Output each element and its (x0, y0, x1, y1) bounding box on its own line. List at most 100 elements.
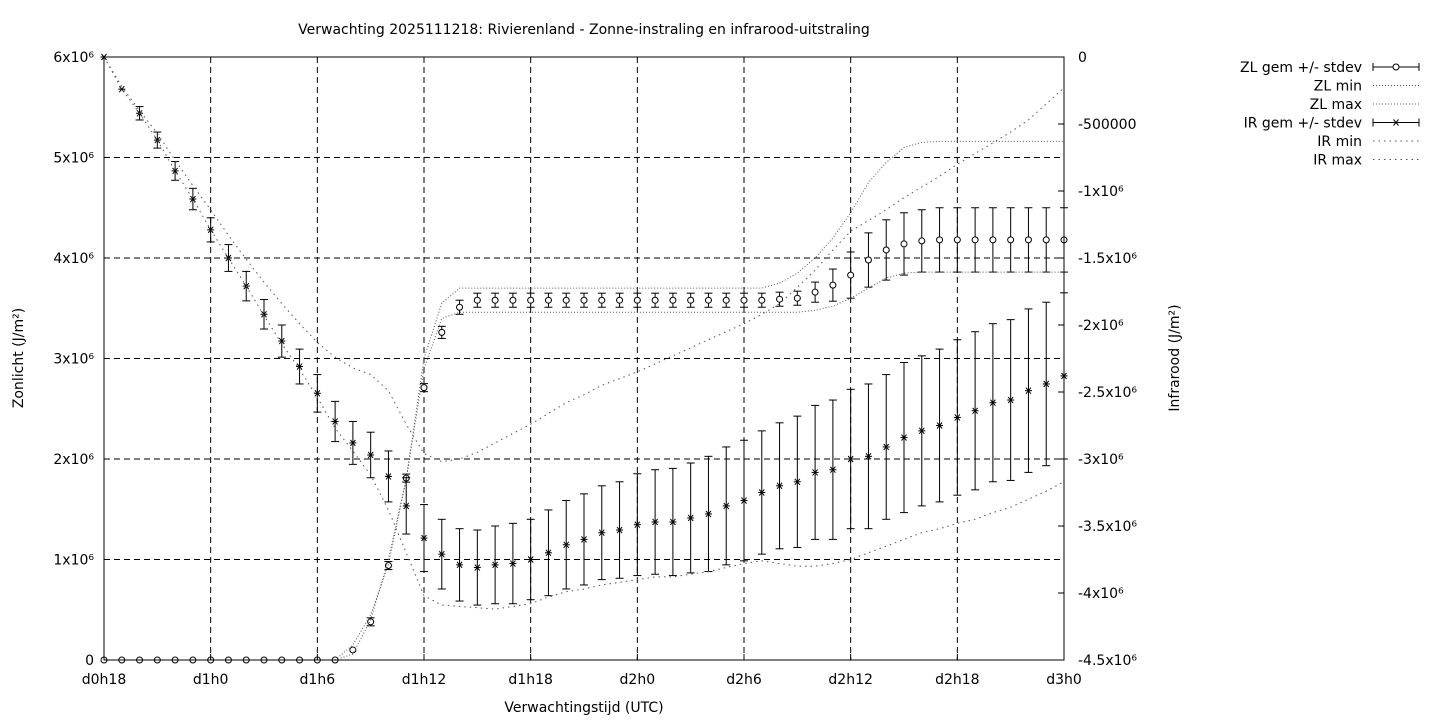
y-right-tick-label: -2x10⁶ (1078, 318, 1124, 334)
star-marker-stroke (207, 226, 214, 234)
y-right-tick-label: -3x10⁶ (1078, 452, 1124, 468)
data-point (704, 296, 712, 304)
star-marker-stroke (598, 529, 605, 537)
data-point (918, 237, 926, 245)
data-point (598, 296, 606, 304)
y-left-tick-label: 1x10⁶ (53, 553, 94, 569)
y-left-tick-label: 0 (85, 653, 94, 669)
legend-entry-label: IR min (1317, 134, 1362, 150)
star-marker-stroke (954, 414, 961, 421)
ticks: d0h18 d1h0 d1h6 d1h12 d1h18 d2h0 d2h6 d2h12 d2h1… (53, 50, 1137, 688)
data-point (1024, 236, 1032, 244)
data-point (882, 246, 890, 254)
star-marker-stroke (776, 482, 783, 490)
data-point (740, 296, 748, 304)
star-marker-stroke (545, 549, 552, 557)
star-marker-stroke (510, 560, 516, 567)
star-marker-stroke (847, 455, 854, 463)
legend-marker (1392, 63, 1400, 71)
data-point (722, 296, 730, 304)
series-line (104, 271, 1064, 661)
star-marker-stroke (741, 497, 747, 504)
star-marker-stroke (1393, 119, 1399, 126)
star-marker-stroke (936, 422, 943, 429)
x-tick-label: d1h12 (402, 672, 446, 688)
x-tick-label: d2h0 (620, 672, 656, 688)
series-1 (104, 271, 1064, 661)
y-right-tick-label: -4.5x10⁶ (1078, 653, 1137, 669)
y-right-tick-label: -2.5x10⁶ (1078, 385, 1137, 401)
x-axis-label: Verwachtingstijd (UTC) (504, 700, 663, 716)
data-point (1042, 236, 1050, 244)
x-tick-label: d2h18 (935, 672, 979, 688)
data-point (793, 294, 801, 302)
series-line (103, 56, 1065, 610)
star-marker-stroke (865, 452, 872, 460)
star-marker-stroke (118, 85, 125, 93)
star-marker-stroke (332, 418, 338, 425)
series-3 (100, 53, 1068, 606)
star-marker-stroke (190, 195, 196, 203)
y-right-tick-label: -1.5x10⁶ (1078, 251, 1137, 267)
y-right-axis-label: Infrarood (J/m²) (1167, 304, 1183, 411)
legend-entry-label: ZL max (1310, 97, 1362, 113)
data-point (580, 296, 588, 304)
data-point (811, 288, 819, 296)
legend-entry-label: IR gem +/- stdev (1244, 116, 1362, 132)
y-left-tick-label: 6x10⁶ (53, 50, 94, 66)
data-point (847, 271, 855, 279)
series-0 (100, 207, 1068, 664)
series-line (103, 56, 1065, 463)
star-marker-stroke (918, 427, 925, 435)
data-point (367, 618, 375, 626)
legend-entry-label: ZL min (1314, 79, 1362, 95)
y-right-tick-label: -500000 (1078, 117, 1137, 133)
data-point (651, 296, 659, 304)
legend-entry-label: IR max (1313, 153, 1362, 169)
star-marker-stroke (581, 536, 587, 543)
y-left-tick-label: 2x10⁶ (53, 452, 94, 468)
star-marker-stroke (456, 561, 463, 569)
legend: ZL gem +/- stdev ZL min ZL max IR gem +/- s… (1240, 60, 1420, 169)
x-tick-label: d3h0 (1046, 672, 1082, 688)
data-point (616, 296, 624, 304)
y-right-tick-label: -4x10⁶ (1078, 586, 1124, 602)
star-marker-stroke (1043, 380, 1050, 388)
star-marker-stroke (278, 337, 285, 345)
data-point (384, 562, 392, 570)
star-marker-stroke (812, 469, 818, 476)
data-point (633, 296, 641, 304)
data-point (544, 296, 552, 304)
star-marker-stroke (474, 564, 481, 571)
star-marker-stroke (794, 478, 801, 486)
x-tick-label: d2h6 (726, 672, 762, 688)
x-tick-label: d1h18 (508, 672, 552, 688)
star-marker-stroke (261, 310, 267, 318)
x-tick-label: d0h18 (82, 672, 126, 688)
data-point (989, 236, 997, 244)
data-point (936, 236, 944, 244)
data-point (1007, 236, 1015, 244)
star-marker-stroke (421, 534, 427, 542)
star-marker-stroke (901, 434, 907, 441)
data-point (438, 328, 446, 336)
series-5 (103, 56, 1065, 463)
chart-title: Verwachting 2025111218: Rivierenland - Z… (298, 22, 870, 38)
star-marker-stroke (314, 390, 321, 397)
x-tick-label: d2h12 (828, 672, 872, 688)
data-point (829, 281, 837, 289)
star-marker-stroke (385, 473, 392, 480)
star-marker-stroke (705, 510, 712, 518)
star-marker-stroke (527, 556, 534, 563)
y-right-tick-label: 0 (1078, 50, 1087, 66)
data-point (456, 303, 464, 311)
star-marker-stroke (403, 502, 410, 510)
star-marker-stroke (972, 407, 978, 415)
star-marker-stroke (563, 541, 570, 549)
data-point (349, 646, 357, 654)
data-point (971, 236, 979, 244)
star-marker-stroke (634, 521, 641, 528)
star-marker-stroke (1007, 396, 1014, 404)
data-point (527, 296, 535, 304)
